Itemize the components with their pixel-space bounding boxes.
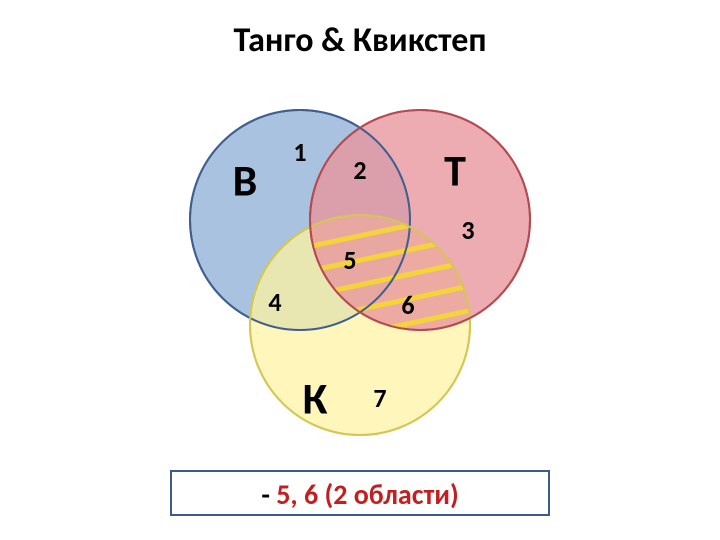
region-label-3: 3 (461, 214, 474, 246)
set-label-K: К (303, 371, 328, 425)
region-label-2: 2 (353, 154, 366, 186)
answer-dash: - (261, 477, 276, 512)
region-label-5: 5 (343, 244, 356, 276)
venn-svg: В Т К 1 2 3 4 5 6 7 (160, 70, 560, 450)
diagram-title: Танго & Квикстеп (0, 20, 720, 61)
venn-diagram: В Т К 1 2 3 4 5 6 7 (160, 70, 560, 450)
answer-box: - 5, 6 (2 области) (170, 470, 550, 516)
region-label-1: 1 (293, 136, 306, 168)
region-label-7: 7 (373, 382, 386, 414)
region-label-4: 4 (268, 286, 281, 318)
set-label-B: В (233, 153, 258, 207)
answer-text: 5, 6 (2 области) (276, 477, 458, 512)
set-label-T: Т (444, 143, 466, 197)
region-label-6: 6 (401, 289, 414, 321)
